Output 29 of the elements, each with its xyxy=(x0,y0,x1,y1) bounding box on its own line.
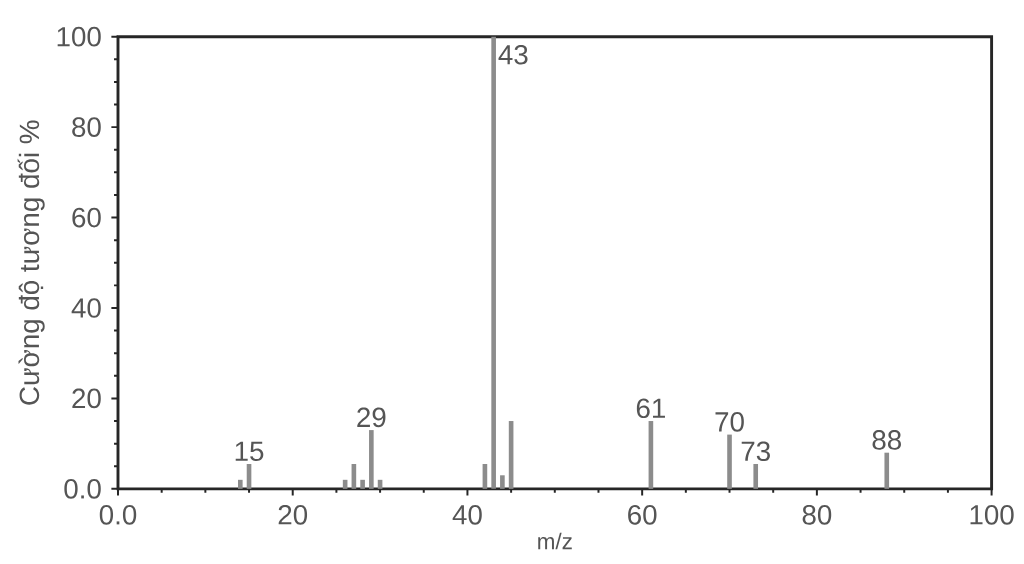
y-tick-label: 0.0 xyxy=(64,478,101,499)
bar xyxy=(360,479,365,489)
bar xyxy=(753,463,759,489)
bar xyxy=(727,434,732,489)
y-tick-label: 40 xyxy=(71,298,101,318)
y-axis-title: Cường độ tương đối % xyxy=(17,120,45,405)
annotation: 29 xyxy=(357,407,386,428)
annotation: 43 xyxy=(498,44,528,65)
y-tick-label: 60 xyxy=(72,207,101,228)
annotation: 61 xyxy=(636,398,665,419)
x-tick-label: 20 xyxy=(278,504,308,525)
x-tick-label: 60 xyxy=(628,504,657,525)
annotation: 73 xyxy=(741,441,770,461)
y-tick-label: 20 xyxy=(72,388,101,409)
annotation: 15 xyxy=(235,441,264,461)
x-tick-label: 80 xyxy=(802,504,832,525)
annotation: 70 xyxy=(715,411,744,432)
x-tick-label: 0.0 xyxy=(99,504,137,525)
x-axis-title: m/z xyxy=(538,532,572,550)
x-tick-label: 40 xyxy=(452,504,482,525)
bar xyxy=(500,475,505,489)
annotation: 88 xyxy=(872,430,901,450)
bar xyxy=(237,479,243,489)
y-tick-label: 80 xyxy=(72,117,101,137)
bar xyxy=(369,429,374,489)
bar xyxy=(491,36,496,489)
y-tick-label: 100 xyxy=(57,26,101,47)
x-tick-label: 100 xyxy=(970,504,1014,525)
bar xyxy=(884,452,890,489)
